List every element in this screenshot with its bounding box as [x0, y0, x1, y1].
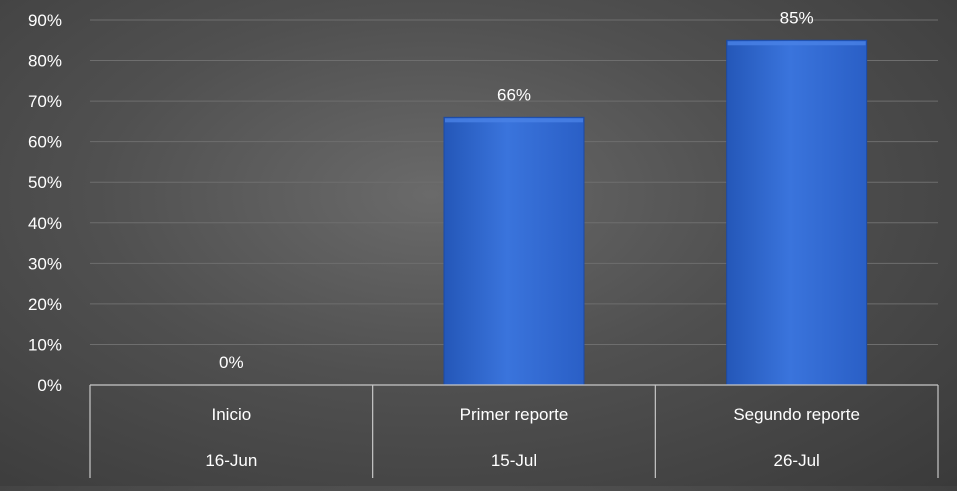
bars: [443, 39, 868, 386]
data-labels: 0% 66% 85%: [219, 8, 814, 372]
data-label: 0%: [219, 353, 244, 372]
bar-top-highlight: [445, 118, 583, 123]
y-tick-label: 30%: [28, 254, 62, 273]
y-axis-ticks: 0% 10% 20% 30% 40% 50% 60% 70% 80% 90%: [28, 11, 62, 395]
y-tick-label: 20%: [28, 295, 62, 314]
y-tick-label: 40%: [28, 214, 62, 233]
bar: [443, 116, 585, 386]
data-label: 66%: [497, 85, 531, 104]
bar-top-highlight: [727, 41, 866, 46]
y-tick-label: 0%: [37, 376, 62, 395]
x-category-label: Primer reporte: [460, 405, 569, 424]
x-category-label: Segundo reporte: [733, 405, 860, 424]
data-label: 85%: [780, 8, 814, 27]
x-date-label: 26-Jul: [774, 451, 820, 470]
y-tick-label: 10%: [28, 335, 62, 354]
y-tick-label: 70%: [28, 92, 62, 111]
x-axis-table: Inicio 16-Jun Primer reporte 15-Jul Segundo …: [89, 384, 939, 478]
x-date-label: 15-Jul: [491, 451, 537, 470]
x-date-label: 16-Jun: [205, 451, 257, 470]
y-tick-label: 90%: [28, 11, 62, 30]
x-category-label: Inicio: [211, 405, 251, 424]
bar: [726, 39, 868, 386]
y-tick-label: 50%: [28, 173, 62, 192]
y-tick-label: 60%: [28, 133, 62, 152]
y-tick-label: 80%: [28, 52, 62, 71]
